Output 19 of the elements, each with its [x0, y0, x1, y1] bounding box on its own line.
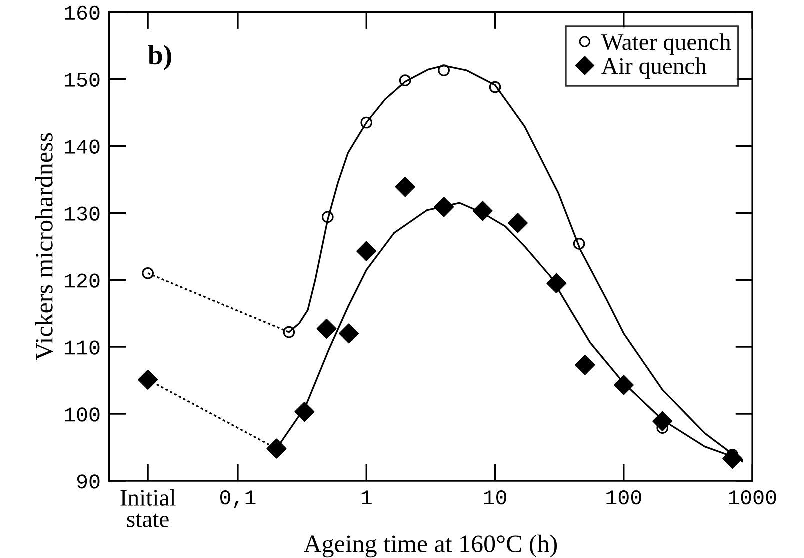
y-tick-label: 100 — [65, 408, 100, 422]
annotation: b) — [148, 45, 172, 70]
x-tick-label: 10 — [484, 490, 506, 505]
y-tick-label: 140 — [65, 140, 100, 154]
y-tick-label: 150 — [65, 72, 100, 87]
x-tick-label: 1 — [362, 490, 372, 504]
y-tick-label: 110 — [65, 340, 100, 355]
y-tick-label: 90 — [77, 474, 100, 489]
legend-label: Air quench — [602, 58, 707, 79]
y-tick-label: 130 — [65, 206, 100, 221]
legend-label: Water quench — [601, 34, 731, 56]
x-tick-label: Initial state — [120, 489, 176, 528]
y-tick-label: 160 — [65, 6, 100, 20]
x-axis-title: Ageing time at 160°C (h) — [304, 534, 558, 558]
x-tick-label: 1000 — [729, 490, 776, 505]
y-axis-title: Vickers microhardness — [35, 133, 53, 360]
x-tick-label: 0,1 — [220, 490, 256, 508]
x-tick-label: 100 — [606, 490, 642, 505]
y-tick-label: 120 — [65, 274, 100, 288]
